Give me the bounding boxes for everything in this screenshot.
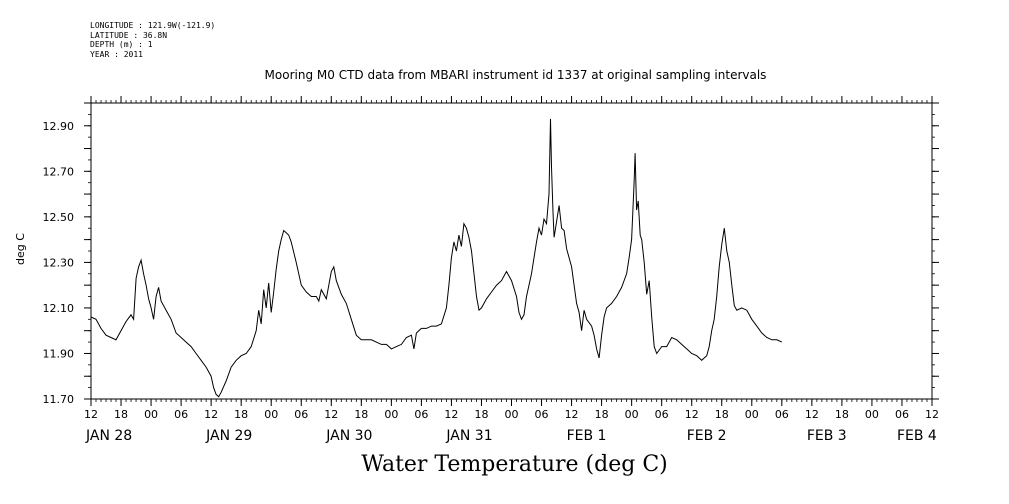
x-hour-tick-label: 12 bbox=[805, 408, 819, 421]
x-day-label: JAN 30 bbox=[325, 428, 372, 444]
x-hour-tick-label: 12 bbox=[685, 408, 699, 421]
x-hour-tick-label: 18 bbox=[474, 408, 488, 421]
x-hour-tick-label: 00 bbox=[264, 408, 278, 421]
x-hour-tick-label: 18 bbox=[835, 408, 849, 421]
x-hour-tick-label: 18 bbox=[234, 408, 248, 421]
y-tick-label: 12.10 bbox=[43, 302, 75, 315]
x-hour-tick-label: 00 bbox=[865, 408, 879, 421]
x-hour-tick-label: 12 bbox=[324, 408, 338, 421]
x-day-label: JAN 28 bbox=[85, 428, 132, 444]
x-hour-tick-label: 06 bbox=[775, 408, 789, 421]
x-hour-tick-label: 00 bbox=[384, 408, 398, 421]
x-hour-tick-label: 06 bbox=[414, 408, 428, 421]
x-hour-tick-label: 12 bbox=[925, 408, 939, 421]
x-day-label: JAN 31 bbox=[445, 428, 492, 444]
x-day-label: FEB 2 bbox=[687, 428, 727, 444]
x-hour-tick-label: 00 bbox=[144, 408, 158, 421]
y-tick-label: 12.30 bbox=[43, 256, 75, 269]
temperature-series-line bbox=[90, 118, 783, 398]
chart-title: Mooring M0 CTD data from MBARI instrumen… bbox=[264, 68, 767, 82]
x-hour-tick-label: 18 bbox=[715, 408, 729, 421]
metadata-depth: DEPTH (m) : 1 bbox=[90, 40, 153, 49]
x-hour-tick-label: 00 bbox=[745, 408, 759, 421]
x-hour-tick-label: 06 bbox=[294, 408, 308, 421]
metadata-longitude: LONGITUDE : 121.9W(-121.9) bbox=[90, 21, 216, 30]
x-hour-tick-label: 12 bbox=[444, 408, 458, 421]
x-hour-tick-label: 18 bbox=[114, 408, 128, 421]
metadata-year: YEAR : 2011 bbox=[90, 49, 143, 59]
x-hour-tick-label: 00 bbox=[505, 408, 519, 421]
x-hour-tick-label: 18 bbox=[354, 408, 368, 421]
metadata-latitude: LATITUDE : 36.8N bbox=[90, 30, 168, 40]
y-tick-label: 11.90 bbox=[43, 347, 75, 360]
x-hour-tick-label: 12 bbox=[84, 408, 98, 421]
x-axis-title: Water Temperature (deg C) bbox=[361, 452, 668, 477]
x-day-label: FEB 3 bbox=[807, 428, 847, 444]
x-day-label: FEB 1 bbox=[567, 428, 607, 444]
metadata-block: LONGITUDE : 121.9W(-121.9) LATITUDE : 36… bbox=[90, 21, 215, 59]
x-day-label: JAN 29 bbox=[205, 428, 252, 444]
y-tick-label: 12.50 bbox=[43, 211, 75, 224]
x-day-label: FEB 4 bbox=[897, 428, 937, 444]
y-tick-label: 12.90 bbox=[43, 120, 75, 133]
x-hour-tick-label: 18 bbox=[595, 408, 609, 421]
y-tick-label: 11.70 bbox=[43, 393, 75, 406]
plot-frame bbox=[90, 102, 933, 400]
x-hour-tick-label: 12 bbox=[565, 408, 579, 421]
x-hour-tick-label: 06 bbox=[895, 408, 909, 421]
x-hour-tick-label: 06 bbox=[655, 408, 669, 421]
x-hour-tick-label: 12 bbox=[204, 408, 218, 421]
x-hour-tick-label: 06 bbox=[535, 408, 549, 421]
x-hour-tick-label: 06 bbox=[174, 408, 188, 421]
y-tick-label: 12.70 bbox=[43, 165, 75, 178]
x-hour-tick-label: 00 bbox=[625, 408, 639, 421]
